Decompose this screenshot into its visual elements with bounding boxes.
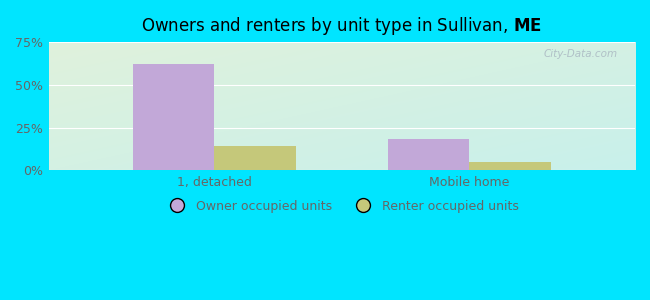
Title: Owners and renters by unit type in Sullivan, $\mathbf{ME}$: Owners and renters by unit type in Sulli… [142, 15, 542, 37]
Bar [133, 64, 214, 170]
Bar [469, 162, 551, 170]
Bar [387, 140, 469, 170]
Bar [214, 146, 296, 170]
Legend: Owner occupied units, Renter occupied units: Owner occupied units, Renter occupied un… [160, 195, 524, 218]
Text: City-Data.com: City-Data.com [543, 49, 618, 58]
